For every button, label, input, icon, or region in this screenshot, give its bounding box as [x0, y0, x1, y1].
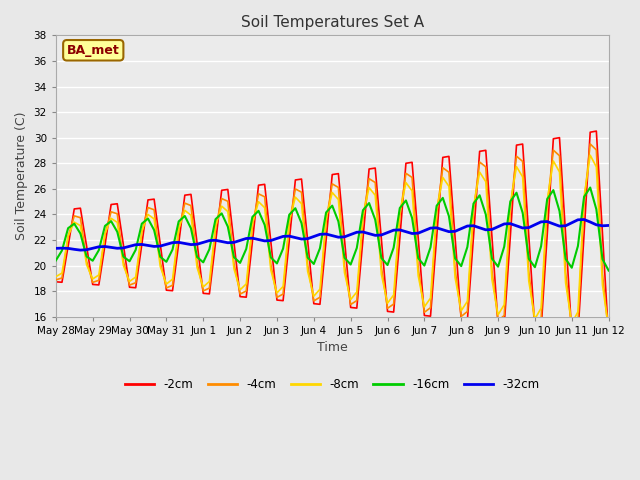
-8cm — [605, 325, 612, 331]
-8cm — [52, 274, 60, 279]
-32cm — [525, 225, 532, 230]
-2cm — [605, 336, 612, 341]
-4cm — [52, 277, 60, 283]
Text: BA_met: BA_met — [67, 44, 120, 57]
-32cm — [580, 216, 588, 222]
-2cm — [519, 141, 527, 147]
-8cm — [181, 207, 189, 213]
-4cm — [519, 158, 527, 164]
Line: -4cm: -4cm — [56, 144, 609, 335]
-2cm — [598, 231, 606, 237]
-16cm — [605, 268, 612, 274]
-16cm — [193, 254, 201, 260]
-8cm — [586, 152, 594, 158]
-2cm — [193, 240, 201, 246]
-4cm — [598, 271, 606, 277]
-16cm — [120, 254, 127, 260]
-16cm — [586, 185, 594, 191]
-32cm — [77, 247, 84, 253]
-32cm — [378, 232, 385, 238]
-32cm — [200, 240, 207, 245]
-16cm — [593, 206, 600, 212]
-8cm — [593, 164, 600, 170]
-8cm — [193, 265, 201, 271]
-16cm — [598, 256, 606, 262]
-16cm — [181, 213, 189, 219]
-32cm — [52, 245, 60, 251]
Legend: -2cm, -4cm, -8cm, -16cm, -32cm: -2cm, -4cm, -8cm, -16cm, -32cm — [120, 373, 545, 396]
-4cm — [605, 332, 612, 337]
-16cm — [519, 210, 527, 216]
-4cm — [593, 147, 600, 153]
-8cm — [120, 263, 127, 268]
-16cm — [52, 258, 60, 264]
Line: -8cm: -8cm — [56, 155, 609, 328]
-4cm — [586, 141, 594, 147]
-2cm — [181, 192, 189, 198]
-32cm — [187, 242, 195, 248]
-4cm — [181, 200, 189, 206]
-2cm — [52, 279, 60, 285]
X-axis label: Time: Time — [317, 341, 348, 354]
-4cm — [193, 260, 201, 265]
-32cm — [125, 243, 133, 249]
-2cm — [593, 128, 600, 134]
-32cm — [598, 223, 606, 228]
-8cm — [519, 174, 527, 180]
-2cm — [120, 242, 127, 248]
-2cm — [586, 129, 594, 135]
-4cm — [120, 259, 127, 264]
Line: -16cm: -16cm — [56, 188, 609, 271]
Y-axis label: Soil Temperature (C): Soil Temperature (C) — [15, 112, 28, 240]
Line: -2cm: -2cm — [56, 131, 609, 338]
-8cm — [598, 282, 606, 288]
Line: -32cm: -32cm — [56, 219, 609, 250]
Title: Soil Temperatures Set A: Soil Temperatures Set A — [241, 15, 424, 30]
-32cm — [605, 223, 612, 228]
